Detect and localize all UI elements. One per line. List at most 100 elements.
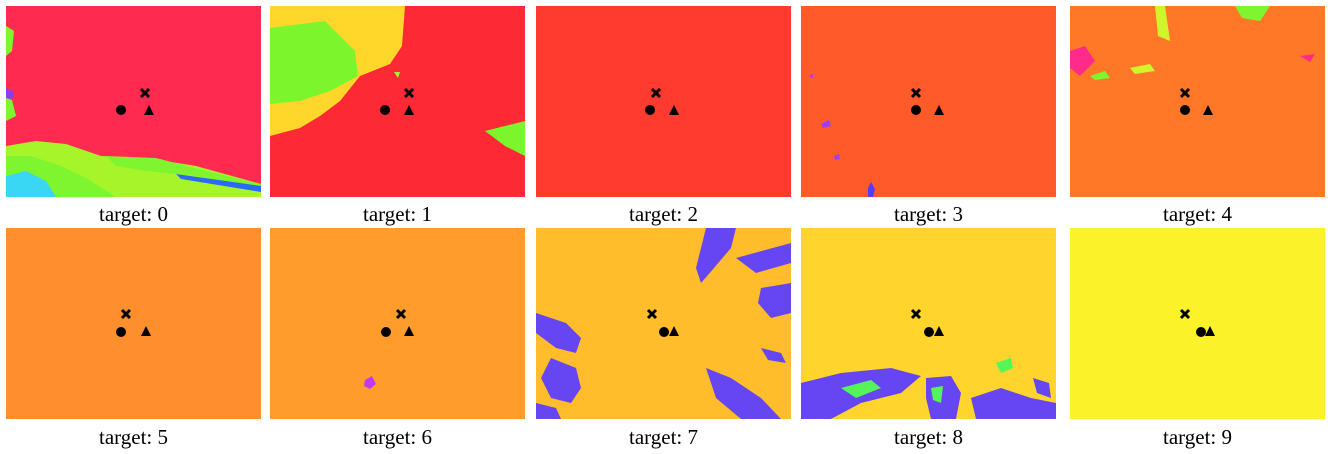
caption: target: 4 <box>1162 202 1232 226</box>
triangle-marker <box>934 326 944 336</box>
circle-marker <box>911 105 921 115</box>
triangle-marker <box>1205 326 1215 336</box>
triangle-marker <box>669 105 679 115</box>
map-svg <box>6 228 261 419</box>
region-violet-mid <box>761 348 786 363</box>
cross-marker-b <box>1179 308 1191 320</box>
circle-marker <box>380 105 390 115</box>
triangle-marker <box>669 326 679 336</box>
caption: target: 1 <box>362 202 432 226</box>
map-svg <box>6 6 261 197</box>
region-violet-left <box>6 88 14 100</box>
base-region <box>6 228 261 419</box>
cross-marker-b <box>910 308 922 320</box>
region-violet-left <box>536 313 581 353</box>
region-violet-2 <box>834 154 840 160</box>
region-pink <box>1070 46 1095 76</box>
region-green-bottom <box>841 380 881 398</box>
triangle-marker <box>404 326 414 336</box>
cross-marker-b <box>910 87 922 99</box>
map-svg <box>801 228 1056 419</box>
segmentation-map <box>6 228 261 419</box>
cross-marker-b <box>646 308 658 320</box>
cross-marker-b <box>139 87 151 99</box>
region-violet-3 <box>809 74 813 78</box>
region-green-left-2 <box>6 98 16 121</box>
region-violet-right-1 <box>736 243 791 273</box>
caption: target: 0 <box>98 202 168 226</box>
circle-marker <box>645 105 655 115</box>
map-svg <box>536 6 791 197</box>
base-region <box>536 6 791 197</box>
caption: target: 7 <box>628 425 698 449</box>
region-cyan <box>6 171 56 197</box>
region-green <box>1090 71 1110 80</box>
cross-marker-b <box>1179 87 1191 99</box>
region-magenta <box>364 376 376 389</box>
region-violet-right <box>971 388 1056 419</box>
cross-marker-b <box>650 87 662 99</box>
caption: target: 8 <box>893 425 963 449</box>
segmentation-map <box>536 6 791 197</box>
base-region <box>1070 6 1325 197</box>
base-region <box>1070 228 1325 419</box>
region-yellowgreen-small <box>394 72 400 78</box>
segmentation-map <box>270 228 525 419</box>
region-blue-1 <box>868 182 875 197</box>
circle-marker <box>1196 327 1206 337</box>
region-green <box>270 21 358 104</box>
circle-marker <box>116 105 126 115</box>
triangle-marker <box>934 105 944 115</box>
caption: target: 2 <box>628 202 698 226</box>
panel-target-0: target: 0 <box>6 6 261 226</box>
region-green-center <box>931 386 943 403</box>
cross-marker-b <box>395 308 407 320</box>
region-violet-right-2 <box>758 283 791 318</box>
region-violet-top <box>696 228 736 283</box>
panel-target-2: target: 2 <box>536 6 791 226</box>
region-green-right <box>485 121 525 156</box>
segmentation-map <box>1070 228 1325 419</box>
region-yellowgreen <box>1130 64 1155 74</box>
segmentation-map <box>536 228 791 419</box>
triangle-marker <box>144 105 154 115</box>
circle-marker <box>1180 105 1190 115</box>
region-green-left <box>6 26 14 56</box>
cross-marker-b <box>120 308 132 320</box>
region-pink-right <box>1300 54 1315 62</box>
circle-marker <box>659 327 669 337</box>
map-svg <box>1070 228 1325 419</box>
segmentation-map <box>801 228 1056 419</box>
circle-marker <box>924 327 934 337</box>
segmentation-map <box>801 6 1056 197</box>
map-svg <box>270 6 525 197</box>
region-violet-bottom-left <box>541 358 581 403</box>
region-green-top <box>1235 6 1270 21</box>
caption: target: 3 <box>893 202 963 226</box>
cross-marker-b <box>403 87 415 99</box>
caption: target: 6 <box>362 425 432 449</box>
panel-target-3: target: 3 <box>801 6 1056 226</box>
caption: target: 5 <box>98 425 168 449</box>
map-svg <box>270 228 525 419</box>
region-green-right <box>996 358 1013 373</box>
triangle-marker <box>141 326 151 336</box>
map-svg <box>1070 6 1325 197</box>
segmentation-map <box>6 6 261 197</box>
circle-marker <box>116 327 126 337</box>
panel-target-4: target: 4 <box>1070 6 1325 226</box>
map-svg <box>801 6 1056 197</box>
region-violet-right-2 <box>1033 378 1051 398</box>
panel-target-1: target: 1 <box>270 6 525 226</box>
caption: target: 9 <box>1162 425 1232 449</box>
panel-target-7: target: 7 <box>536 228 791 449</box>
region-green-top-2 <box>1155 6 1170 41</box>
region-violet-bottom-2 <box>536 403 561 419</box>
map-svg <box>536 228 791 419</box>
circle-marker <box>381 327 391 337</box>
region-violet-center <box>926 376 961 419</box>
panel-target-8: target: 8 <box>801 228 1056 449</box>
region-violet-1 <box>821 120 831 128</box>
base-region <box>801 6 1056 197</box>
panel-target-9: target: 9 <box>1070 228 1325 449</box>
